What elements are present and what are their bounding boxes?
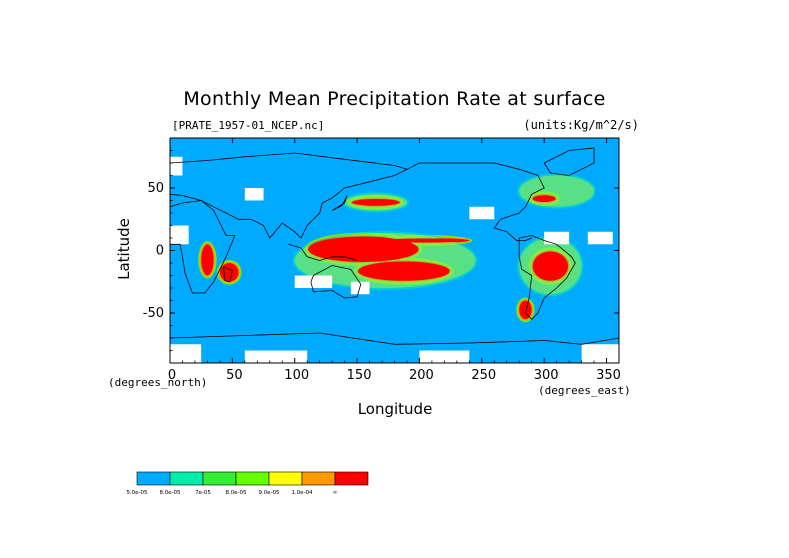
file-label: [PRATE_1957-01_NCEP.nc] xyxy=(172,119,325,132)
precip-band-light xyxy=(519,175,595,207)
y-tick-label: 0 xyxy=(156,244,164,259)
precip-core xyxy=(202,245,213,275)
missing-data-patch xyxy=(244,188,264,201)
precip-core xyxy=(520,301,531,319)
x-tick-label: 300 xyxy=(534,368,559,383)
map-content xyxy=(170,138,619,363)
x-tick-label: 200 xyxy=(409,368,434,383)
precip-core xyxy=(351,199,400,206)
missing-data-patch xyxy=(350,281,370,295)
y-tick-label: -50 xyxy=(143,306,164,321)
coastline xyxy=(288,243,358,261)
units-label: (units:Kg/m^2/s) xyxy=(523,118,639,132)
map-layers xyxy=(170,138,619,363)
missing-data-patch xyxy=(294,275,333,288)
precip-core xyxy=(383,238,469,243)
precip-core xyxy=(308,236,419,262)
coastline xyxy=(406,162,545,241)
missing-data-patch xyxy=(170,156,183,176)
x-tick-label: 250 xyxy=(471,368,496,383)
x-tick-label: 50 xyxy=(226,368,243,383)
x-axis-label: Longitude xyxy=(357,400,433,418)
missing-data-patch xyxy=(170,225,189,245)
missing-data-patch xyxy=(469,206,495,220)
coastline xyxy=(223,266,233,283)
coastline xyxy=(331,195,348,211)
y-axis-label: Latitude xyxy=(115,218,133,280)
axis-layer: 0 50 100 150 200 250 300 350 50 0 -50 xyxy=(143,137,621,383)
coastline xyxy=(170,332,619,345)
precip-core xyxy=(532,251,569,281)
coastline xyxy=(518,235,576,320)
coastline xyxy=(543,147,595,176)
x-tick-label: 0 xyxy=(168,368,176,383)
y-unit-label: (degrees_east) xyxy=(538,384,631,397)
coastline xyxy=(310,265,362,299)
x-unit-label: (degrees_north) xyxy=(108,376,208,389)
precip-core xyxy=(532,195,556,202)
y-tick-label: 50 xyxy=(147,181,164,196)
missing-data-patch xyxy=(419,350,470,363)
missing-data-patch xyxy=(581,344,619,363)
missing-data-patch xyxy=(544,231,570,245)
missing-data-patch xyxy=(244,350,308,363)
chart-title: Monthly Mean Precipitation Rate at surfa… xyxy=(183,88,606,110)
x-tick-label: 150 xyxy=(347,368,372,383)
precip-core xyxy=(220,264,238,281)
coastline xyxy=(170,200,236,294)
precip-core xyxy=(358,261,450,281)
missing-data-patch xyxy=(170,344,202,363)
missing-data-patch xyxy=(587,231,613,245)
coastline xyxy=(170,152,409,239)
x-tick-label: 350 xyxy=(596,368,621,383)
x-tick-label: 100 xyxy=(284,368,309,383)
